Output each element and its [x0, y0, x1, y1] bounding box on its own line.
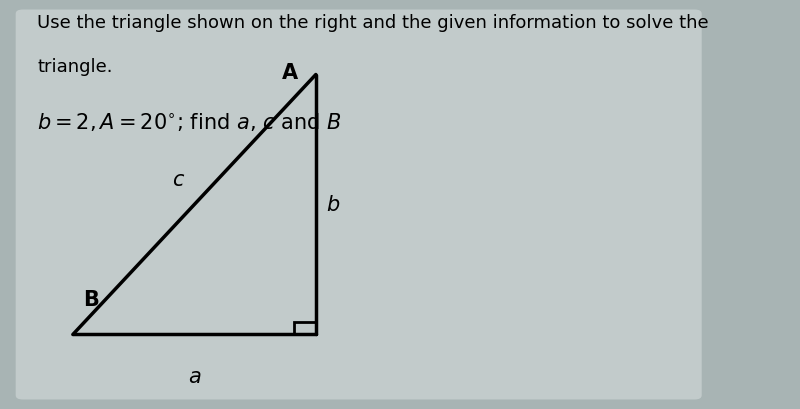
Text: a: a: [188, 367, 201, 387]
Text: B: B: [83, 290, 99, 310]
Text: b: b: [326, 195, 340, 214]
Text: Use the triangle shown on the right and the given information to solve the: Use the triangle shown on the right and …: [37, 13, 709, 31]
Text: A: A: [282, 63, 298, 83]
FancyBboxPatch shape: [16, 9, 702, 400]
Text: c: c: [172, 170, 184, 190]
Text: $b = 2, A = 20^{\circ}$; find $a$, $c$ and $\mathit{B}$: $b = 2, A = 20^{\circ}$; find $a$, $c$ a…: [37, 111, 342, 133]
Text: triangle.: triangle.: [37, 58, 113, 76]
